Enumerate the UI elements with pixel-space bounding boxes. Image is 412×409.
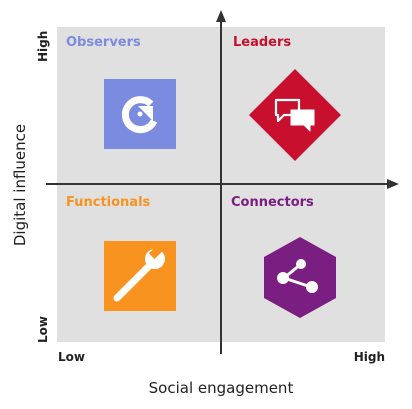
x-axis-low-label: Low [58,350,85,364]
quadrant-label-connectors: Connectors [231,195,314,210]
wrench-icon [104,241,176,311]
y-axis-low-label: Low [36,316,50,343]
y-axis-high-label: High [36,31,50,62]
quadrant-label-observers: Observers [66,35,141,50]
refresh-arc-icon [104,79,176,149]
x-axis-high-label: High [354,350,385,364]
vertical-axis [216,10,226,354]
quadrant-label-leaders: Leaders [233,35,291,50]
chat-bubbles-icon [249,69,341,161]
x-axis-title: Social engagement [149,379,294,397]
quadrant-label-functionals: Functionals [66,195,151,210]
y-axis-title: Digital influence [11,124,29,246]
horizontal-axis [46,179,399,189]
share-network-icon [264,237,336,318]
